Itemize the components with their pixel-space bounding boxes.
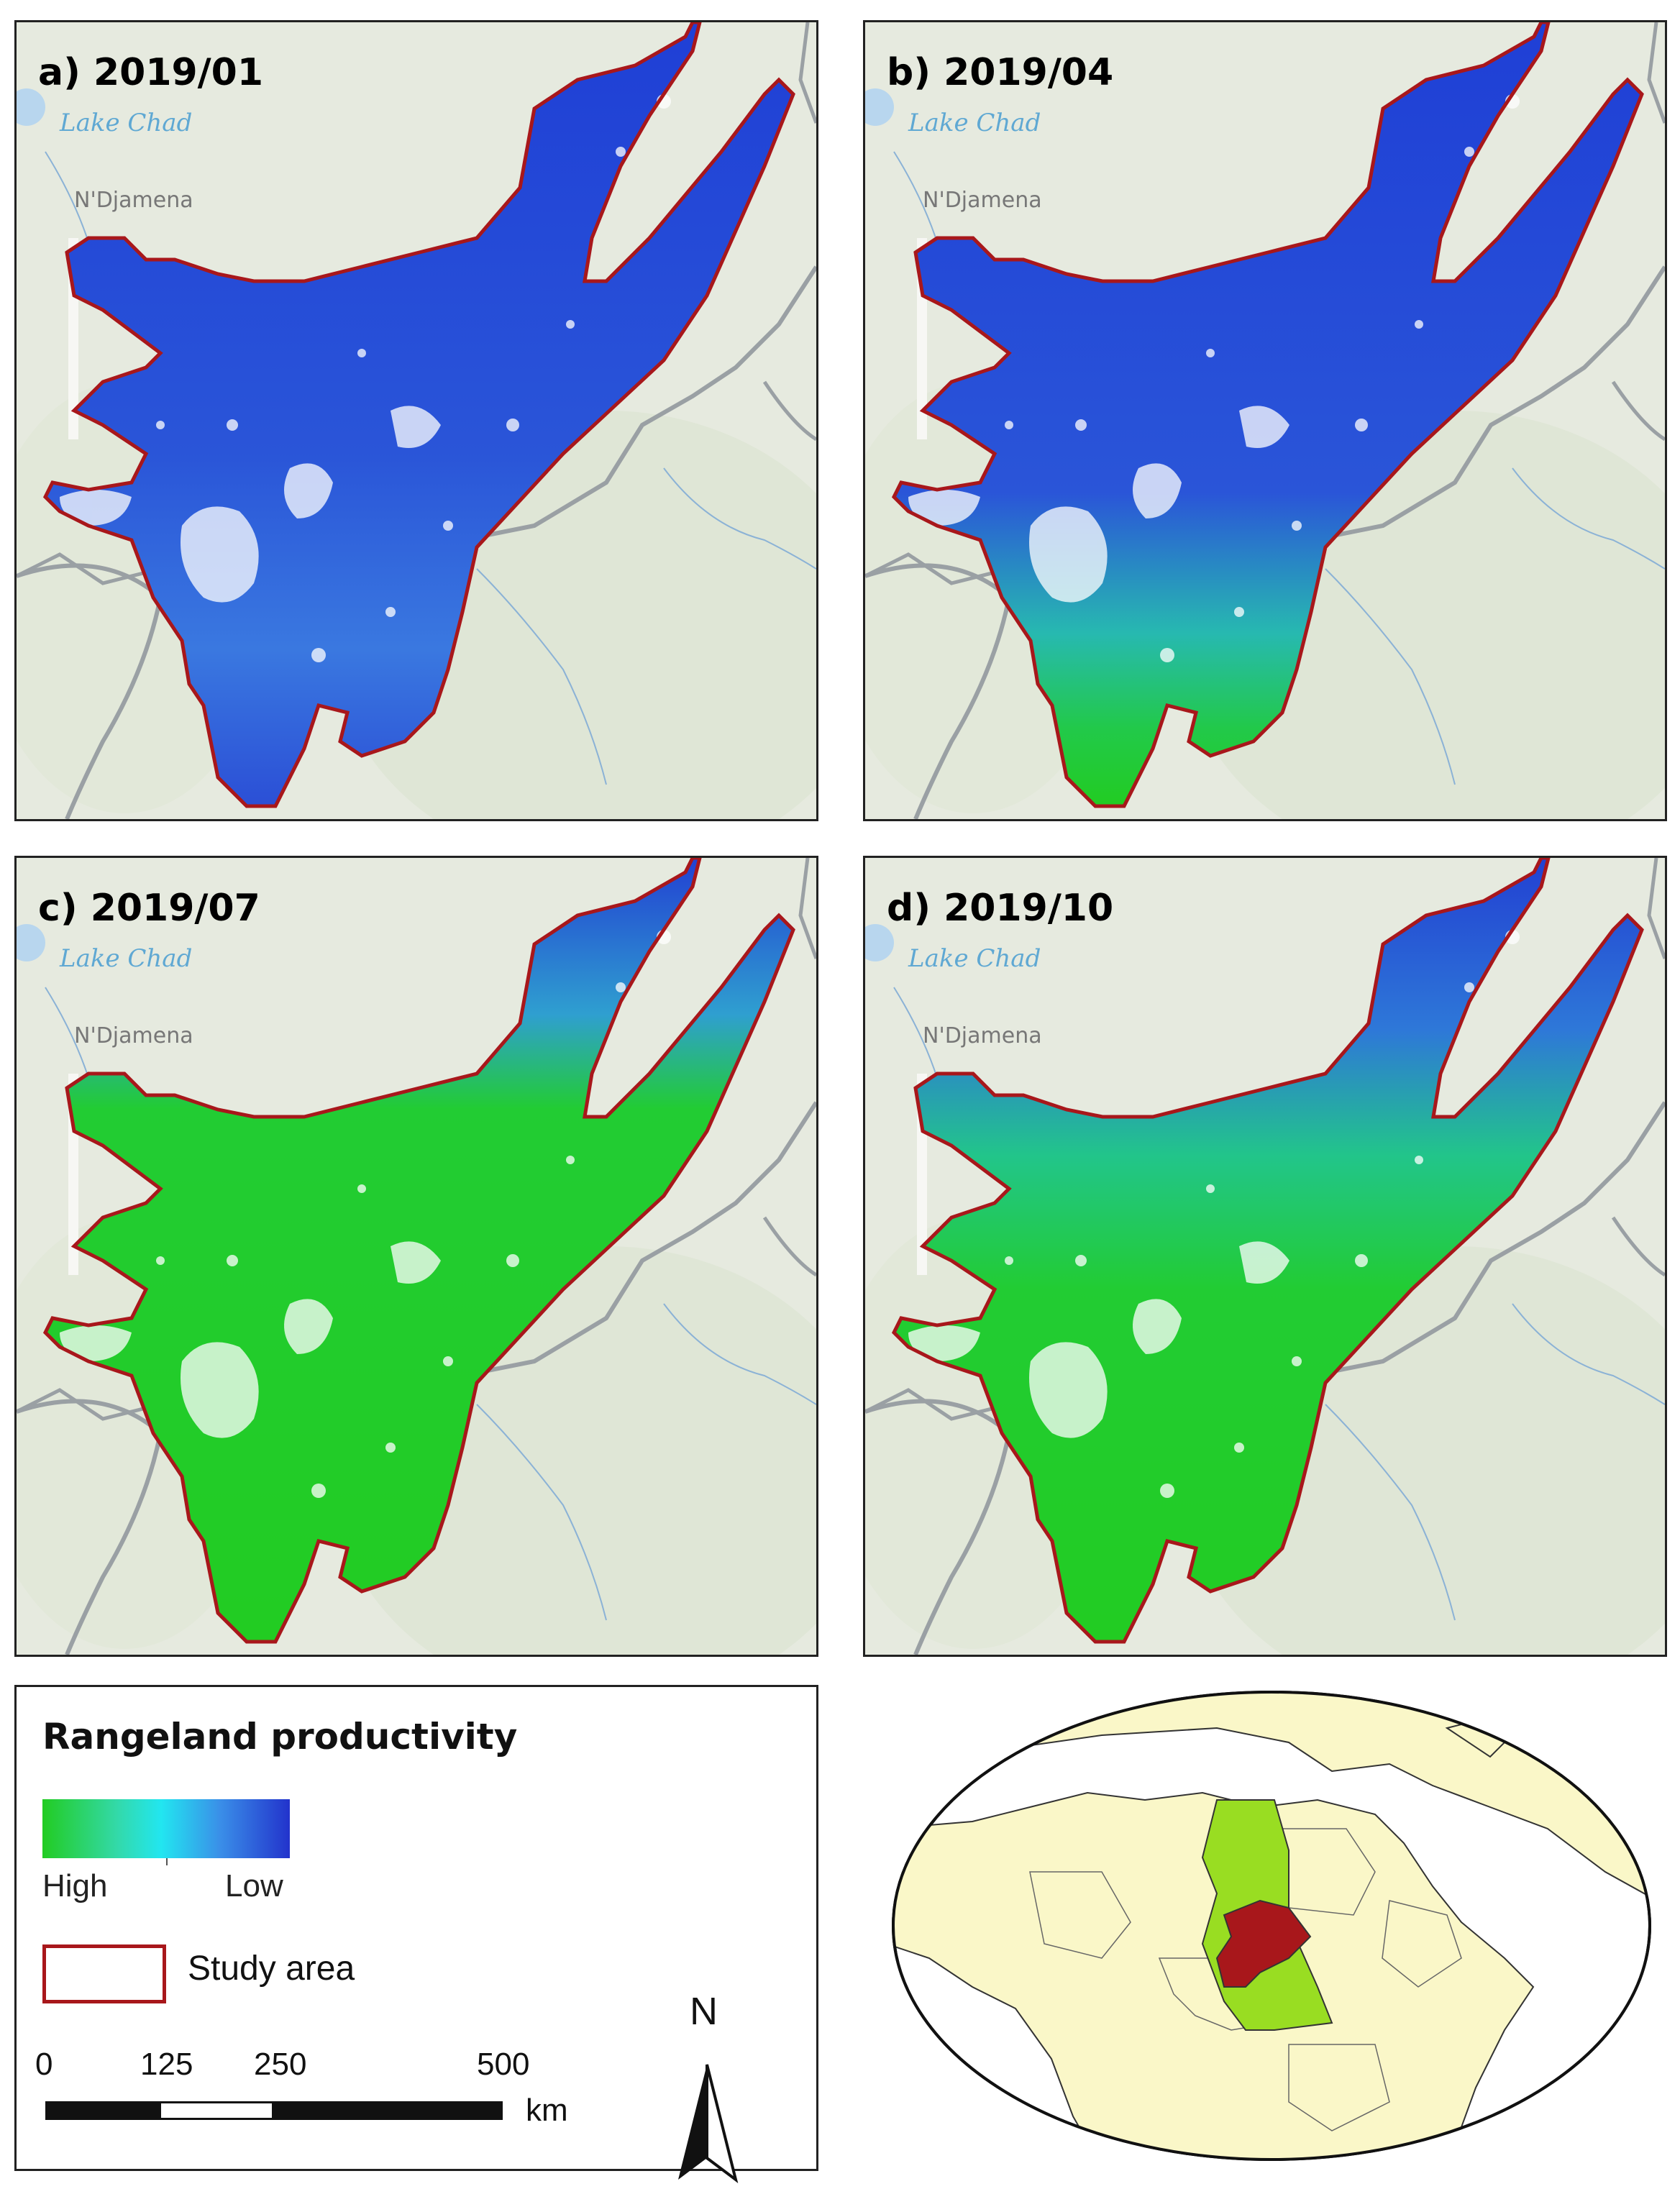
lake-chad-label: Lake Chad <box>60 944 193 973</box>
legend-title: Rangeland productivity <box>42 1716 518 1758</box>
panel-title: b) 2019/04 <box>887 51 1114 94</box>
gradient-high-label: High <box>42 1868 108 1903</box>
scale-label-250: 250 <box>254 2047 307 2082</box>
north-arrow-icon <box>678 2064 739 2183</box>
map-panel-a-graphic <box>17 22 816 819</box>
lake-chad-label: Lake Chad <box>908 109 1041 137</box>
ndjamena-label: N'Djamena <box>923 1023 1042 1048</box>
gradient-tick <box>166 1858 168 1865</box>
scale-segment-2 <box>159 2101 274 2120</box>
map-panel-d: d) 2019/10 Lake Chad N'Djamena <box>863 856 1667 1657</box>
map-panel-b-graphic <box>865 22 1665 819</box>
lake-chad-label: Lake Chad <box>60 109 193 137</box>
study-area-inset <box>1215 1899 1312 1988</box>
panel-title: d) 2019/10 <box>887 887 1114 930</box>
scale-label-125: 125 <box>140 2047 193 2082</box>
map-panel-a: a) 2019/01 Lake Chad N'Djamena <box>14 20 818 821</box>
scale-unit-label: km <box>526 2093 568 2128</box>
ndjamena-label: N'Djamena <box>74 188 193 213</box>
scale-segment-3 <box>273 2101 503 2120</box>
map-panel-d-graphic <box>865 858 1665 1655</box>
north-label: N <box>690 1990 718 2033</box>
study-area-swatch <box>42 1944 166 2003</box>
map-panel-c-graphic <box>17 858 816 1655</box>
study-area-label: Study area <box>188 1950 355 1988</box>
lake-chad-label: Lake Chad <box>908 944 1041 973</box>
map-panel-b: b) 2019/04 Lake Chad N'Djamena <box>863 20 1667 821</box>
ndjamena-label: N'Djamena <box>74 1023 193 1048</box>
inset-locator-map <box>892 1691 1651 2161</box>
map-panel-c: c) 2019/07 Lake Chad N'Djamena <box>14 856 818 1657</box>
ndjamena-label: N'Djamena <box>923 188 1042 213</box>
legend-panel: Rangeland productivity High Low Study ar… <box>14 1685 818 2183</box>
scale-label-500: 500 <box>477 2047 530 2082</box>
scale-segment-1 <box>45 2101 160 2120</box>
panel-title: a) 2019/01 <box>38 51 264 94</box>
scale-label-0: 0 <box>35 2047 53 2082</box>
gradient-low-label: Low <box>225 1868 283 1903</box>
panel-title: c) 2019/07 <box>38 887 260 930</box>
productivity-gradient <box>42 1799 290 1858</box>
